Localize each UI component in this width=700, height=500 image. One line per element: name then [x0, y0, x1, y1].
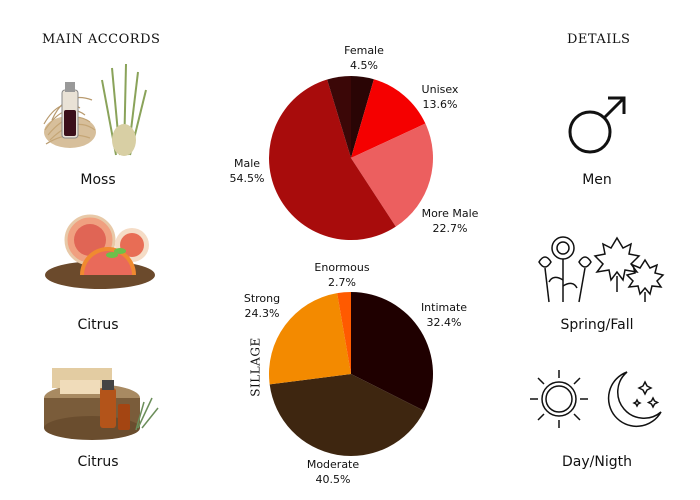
- pie-value-strong: 24.3%: [245, 307, 280, 320]
- pie-slice-other-4: [327, 76, 351, 158]
- pie-slice-enormous: [337, 292, 351, 374]
- pie-label-more-male: More Male: [422, 207, 479, 220]
- pie-slice-male: [268, 79, 396, 241]
- pie-value-unisex: 13.6%: [423, 98, 458, 111]
- pie-slice-unisex: [351, 79, 426, 158]
- pie-label-moderate: Moderate: [307, 458, 360, 471]
- pie-value-moderate: 40.5%: [316, 473, 351, 486]
- pie-label-strong: Strong: [244, 292, 280, 305]
- male-symbol-icon: [568, 96, 626, 154]
- pie-label-male: Male: [234, 157, 260, 170]
- detail-label-season: Spring/Fall: [560, 317, 634, 333]
- pie-slice-more-male: [351, 123, 433, 227]
- pie-label-female: Female: [344, 44, 384, 57]
- pie-value-female: 4.5%: [350, 59, 378, 72]
- accord-label-citrus-2: Citrus: [77, 454, 119, 470]
- sillage-pie-chart: Enormous 2.7% Intimate 32.4% Strong 24.3…: [244, 261, 467, 486]
- gender-pie-chart: Female 4.5% Unisex 13.6% More Male 22.7%…: [230, 44, 479, 241]
- main-accords-heading: MAIN ACCORDS: [42, 32, 161, 47]
- pie-slice-moderate: [269, 374, 425, 456]
- sun-moon-icon: [530, 370, 662, 428]
- pie-slice-strong: [269, 293, 351, 385]
- pie-label-intimate: Intimate: [421, 301, 467, 314]
- grapefruit-icon: [45, 214, 155, 289]
- pie-label-unisex: Unisex: [422, 83, 459, 96]
- pie-slice-female: [351, 76, 374, 158]
- flowers-leaves-icon: [538, 236, 665, 303]
- wood-bottle-icon: [44, 368, 159, 440]
- sillage-axis-label: SILLAGE: [248, 337, 263, 397]
- pie-value-intimate: 32.4%: [427, 316, 462, 329]
- pie-value-enormous: 2.7%: [328, 276, 356, 289]
- pie-label-enormous: Enormous: [314, 261, 369, 274]
- detail-label-gender: Men: [582, 172, 612, 188]
- pie-value-male: 54.5%: [230, 172, 265, 185]
- accord-label-citrus-1: Citrus: [77, 317, 119, 333]
- accord-label-moss: Moss: [80, 172, 116, 188]
- moss-bundle-icon: [43, 63, 147, 156]
- pie-value-more-male: 22.7%: [433, 222, 468, 235]
- detail-label-time: Day/Nigth: [562, 454, 632, 470]
- details-heading: DETAILS: [567, 32, 631, 47]
- pie-slice-intimate: [351, 292, 433, 411]
